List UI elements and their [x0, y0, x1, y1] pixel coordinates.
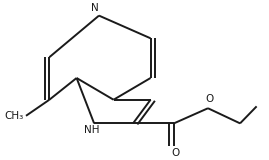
Text: CH₃: CH₃: [4, 111, 23, 121]
Text: N: N: [91, 3, 99, 13]
Text: O: O: [171, 148, 179, 158]
Text: O: O: [205, 94, 213, 104]
Text: NH: NH: [84, 125, 99, 135]
